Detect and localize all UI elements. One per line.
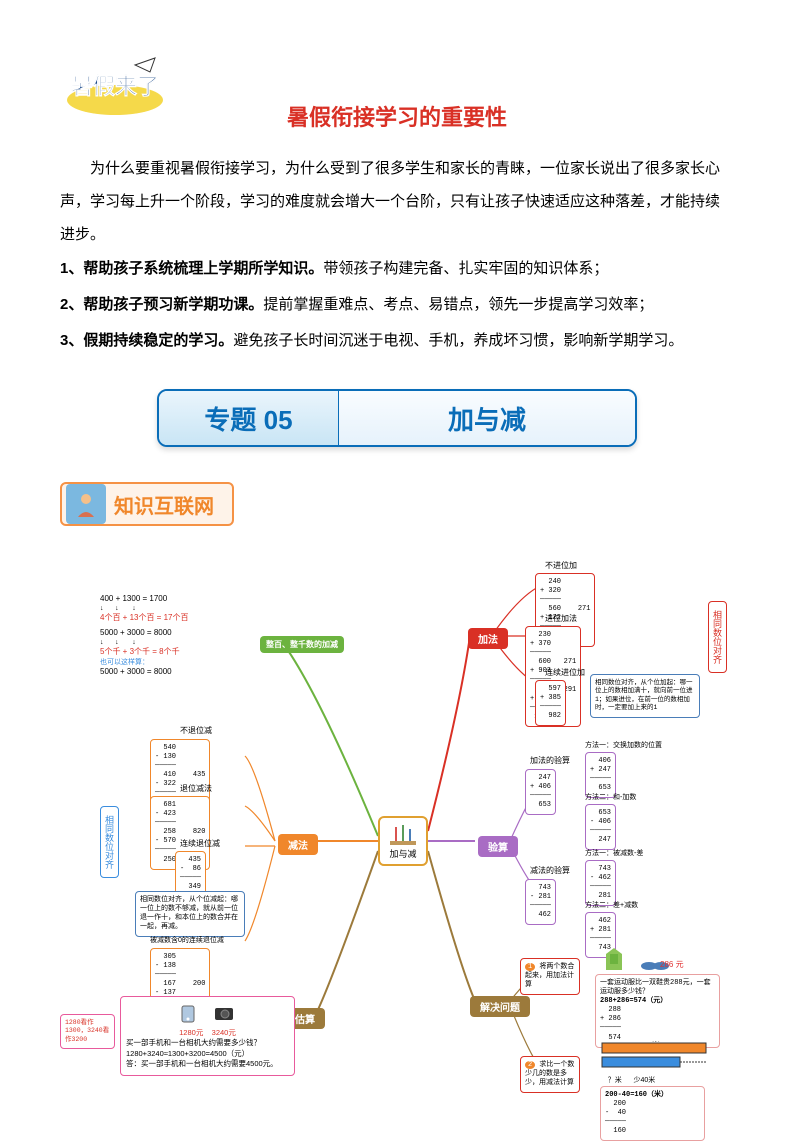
node-check: 验算 [478,836,518,857]
summer-logo: 暑假来了 [60,50,170,120]
p1-icons [600,946,669,975]
point-1: 1、帮助孩子系统梳理上学期所学知识。带领孩子构建完备、扎实牢固的知识体系； [60,251,734,287]
mm-center: 加与减 [378,816,428,866]
p1-price: 286 元 [660,959,684,970]
svg-text:200米: 200米 [641,1041,660,1043]
node-problem: 解决问题 [470,996,530,1017]
node-subtraction: 减法 [278,834,318,855]
calc-add3: 597 + 385 ───── 982 [535,680,566,726]
node-hundreds: 整百、整千数的加减 [260,636,344,653]
label-noborrow-sub: 不退位减 [180,726,212,736]
intro-paragraph: 为什么要重视暑假衔接学习，为什么受到了很多学生和家长的青睐，一位家长说出了很多家… [60,152,734,251]
calc-chk1c: 653 - 406 ───── 247 [585,804,616,850]
sub-note1: 相同数位对齐，从个位减起：哪一位上的数不够减，就从前一位退一作十，和本位上的数合… [135,891,245,937]
label-cont-carry: 连续进位加 [545,668,585,678]
p2-label: 2 求比一个数少几的数是多少，用减法计算 [520,1056,580,1093]
p2-diagram: 200米 ？米 少40米 [600,1041,720,1085]
label-add-check: 加法的验算 [530,756,570,766]
p1-box: 一套运动服比一双鞋贵288元，一套运动服多少钱？ 288+286=574（元） … [595,974,720,1048]
label-borrow-sub: 退位减法 [180,784,212,794]
calc-chk1b: 406 + 247 ───── 653 [585,752,616,798]
chk-m3: 方法一：被减数-差 [585,849,643,858]
svg-text:暑假来了: 暑假来了 [71,74,159,99]
calc-chk1a: 247 + 406 ───── 653 [525,769,556,815]
label-carry: 进位加法 [545,614,577,624]
point-2: 2、帮助孩子预习新学期功课。提前掌握重难点、考点、易错点，领先一步提高学习效率； [60,287,734,323]
chk-m1: 方法一：交换加数的位置 [585,741,662,750]
carry-note: 相同数位对齐，从个位加起：哪一位上的数相加满十，就向前一位进1；如果进位，在前一… [590,674,700,718]
mindmap: 加与减 整百、整千数的加减 减法 估算 加法 验算 解决问题 400 + 130… [60,546,734,1136]
chk-m4: 方法二：差+减数 [585,901,638,910]
p2-box: 200-40=160（米） 200 - 40 ───── 160 [600,1086,705,1141]
section-tag: 知识互联网 [60,482,234,526]
label-sub-check: 减法的验算 [530,866,570,876]
calc-text: 400 + 1300 = 1700 ↓ ↓ ↓ 4个百 + 13个百 = 17个… [100,594,188,677]
topic-banner: 专题 05 加与减 [157,389,637,447]
sub-note2: 被减数含0的连续退位减 [150,936,224,945]
shop-note: 1280看作1300，3240看作3200 [60,1014,115,1049]
side-label-right: 相同数位对齐 [708,601,727,673]
calc-chk2b: 743 - 462 ───── 281 [585,860,616,906]
point-3: 3、假期持续稳定的学习。避免孩子长时间沉迷于电视、手机，养成坏习惯，影响新学期学… [60,323,734,359]
p1-label: 1 将两个数合起来，用加法计算 [520,958,580,995]
label-nocarry: 不进位加 [545,561,577,571]
section-label: 知识互联网 [114,490,232,519]
topic-number: 专题 05 [159,391,339,445]
node-addition: 加法 [468,628,508,649]
topic-title: 加与减 [339,391,635,445]
shop-box: 1280元 3240元 买一部手机和一台相机大约需要多少钱？ 1280+3240… [120,996,295,1076]
calc-chk2a: 743 - 281 ───── 462 [525,879,556,925]
label-cont-borrow: 连续退位减 [180,839,220,849]
avatar-icon [66,484,106,524]
side-label-left: 相同数位对齐 [100,806,119,878]
chk-m2: 方法二：和-加数 [585,793,636,802]
